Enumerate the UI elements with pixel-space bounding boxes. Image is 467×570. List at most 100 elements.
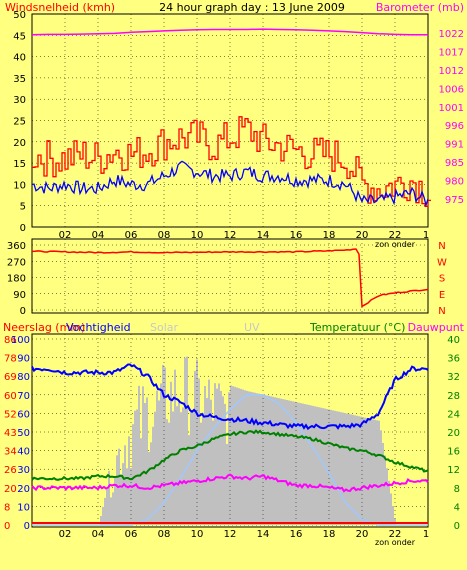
solar-bar — [122, 463, 124, 525]
x-tick-label: 18 — [323, 230, 336, 241]
solar-bar — [336, 411, 338, 525]
wind-tick-label: 25 — [13, 117, 26, 128]
compass-tick-label: N — [438, 306, 445, 317]
solar-bar — [322, 408, 324, 525]
humidity-tick-label: 100 — [11, 335, 30, 346]
direction-tick-label: 90 — [13, 290, 26, 301]
barometer-tick-label: 996 — [445, 121, 464, 132]
solar-bar — [264, 395, 266, 525]
solar-bar — [102, 506, 104, 525]
compass-tick-label: E — [439, 290, 445, 301]
solar-bar — [378, 420, 380, 525]
solar-bar — [192, 411, 194, 525]
uv-line — [32, 394, 428, 526]
solar-bar — [228, 392, 230, 525]
x-tick-label: 14 — [257, 529, 270, 540]
solar-bar — [226, 443, 228, 525]
solar-bar — [126, 468, 128, 525]
solar-bar — [106, 488, 108, 525]
solar-bar — [350, 414, 352, 525]
solar-bar — [248, 391, 250, 525]
wind-tick-label: 15 — [13, 159, 26, 170]
humidity-tick-label: 60 — [17, 409, 30, 420]
barometer-line — [31, 28, 428, 36]
solar-bar — [158, 400, 160, 525]
x-tick-label: 10 — [191, 230, 204, 241]
solar-bar — [270, 396, 272, 525]
solar-bar — [268, 395, 270, 525]
wind-tick-label: 45 — [13, 31, 26, 42]
x-tick-label: 10 — [191, 529, 204, 540]
x-tick-label: 06 — [125, 529, 138, 540]
direction-tick-label: 270 — [7, 257, 26, 268]
x-tick-label: 22 — [389, 529, 402, 540]
solar-bar — [164, 367, 166, 525]
solar-bar — [294, 401, 296, 525]
solar-bar — [328, 409, 330, 525]
solar-bar — [234, 386, 236, 525]
x-tick-label: 1 — [423, 529, 429, 540]
rain-tick-label: 8 — [4, 502, 10, 513]
solar-bar — [326, 409, 328, 525]
solar-bar — [216, 388, 218, 525]
x-tick-label: 04 — [92, 230, 105, 241]
solar-bar — [236, 387, 238, 525]
solar-bar — [366, 418, 368, 525]
solar-bar — [330, 409, 332, 525]
barometer-tick-label: 980 — [445, 177, 464, 188]
solar-bar — [218, 383, 220, 525]
solar-bar — [360, 416, 362, 525]
humidity-tick-label: 0 — [24, 521, 30, 532]
solar-bar — [182, 407, 184, 525]
direction-tick-label: 360 — [7, 241, 26, 252]
barometer-tick-label: 985 — [445, 158, 464, 169]
solar-bar — [272, 396, 274, 525]
solar-bar — [208, 379, 210, 525]
wind-tick-label: 40 — [13, 53, 26, 64]
solar-bar — [108, 470, 110, 525]
humidity-tick-label: 10 — [17, 502, 30, 513]
temperature-tick-label: 20 — [447, 428, 460, 439]
solar-bar — [338, 411, 340, 525]
x-tick-label: 20 — [356, 230, 369, 241]
solar-bar — [356, 415, 358, 525]
solar-bar — [240, 388, 242, 525]
solar-bar — [278, 398, 280, 525]
dewpoint-label: Dauwpunt — [408, 321, 465, 334]
solar-bar — [120, 474, 122, 525]
humidity-tick-label: 90 — [17, 354, 30, 365]
solar-bar — [172, 411, 174, 525]
wind-gust-line — [32, 116, 431, 208]
solar-bar — [176, 406, 178, 525]
solar-bar — [364, 417, 366, 525]
compass-tick-label: S — [439, 274, 445, 285]
sunset-label: zon onder — [375, 538, 416, 547]
solar-bar — [290, 400, 292, 525]
solar-bar — [254, 392, 256, 525]
x-tick-label: 04 — [92, 529, 105, 540]
temperature-tick-label: 8 — [454, 484, 460, 495]
rain-tick-label: 0 — [4, 521, 10, 532]
top-panel — [31, 13, 429, 228]
solar-bar — [296, 402, 298, 525]
compass-tick-label: N — [438, 241, 445, 252]
top-panel-marks: 0 5 10 15 20 25 30 35 40 45 50 975 980 985 991 996 1001 1… — [13, 10, 464, 249]
solar-bar — [282, 399, 284, 525]
x-tick-label: 06 — [125, 230, 138, 241]
solar-bar — [384, 455, 386, 525]
solar-bar — [260, 394, 262, 525]
solar-bar — [266, 395, 268, 525]
solar-bar — [250, 391, 252, 525]
solar-bar — [214, 383, 216, 525]
temperature-tick-label: 0 — [454, 521, 460, 532]
solar-bar — [134, 410, 136, 525]
solar-bar — [374, 419, 376, 525]
solar-bar — [184, 357, 186, 525]
solar-bar — [224, 403, 226, 525]
solar-bar — [306, 404, 308, 525]
x-tick-label: 08 — [158, 230, 171, 241]
solar-bar — [304, 404, 306, 525]
temperature-tick-label: 24 — [447, 409, 460, 420]
